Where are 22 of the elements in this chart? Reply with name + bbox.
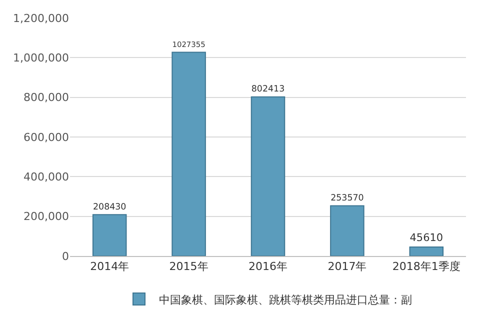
bar — [92, 214, 127, 256]
legend-label: 中国象棋、国际象棋、跳棋等棋类用品进口总量：副 — [159, 293, 412, 306]
data-label: 208430 — [92, 202, 126, 212]
y-tick-label: 1,000,000 — [13, 52, 69, 65]
y-tick-label: 1,200,000 — [13, 12, 69, 25]
x-tick-label: 2016年 — [248, 260, 288, 274]
bar — [330, 205, 364, 256]
y-tick-label: 0 — [62, 250, 69, 263]
data-label: 45610 — [410, 232, 444, 244]
bar — [409, 246, 444, 256]
y-tick-label: 200,000 — [24, 210, 69, 224]
x-tick-label: 2014年 — [90, 260, 130, 274]
bar — [172, 52, 206, 256]
bar — [250, 96, 286, 256]
x-tick-label: 2018年1季度 — [392, 260, 460, 274]
y-tick-label: 400,000 — [24, 170, 69, 184]
data-label: 253570 — [330, 193, 364, 204]
y-tick-label: 600,000 — [24, 130, 69, 144]
y-tick-label: 800,000 — [24, 91, 69, 104]
x-tick-label: 2015年 — [169, 260, 208, 274]
data-label: 802413 — [251, 84, 285, 94]
x-tick-label: 2017年 — [328, 260, 367, 274]
